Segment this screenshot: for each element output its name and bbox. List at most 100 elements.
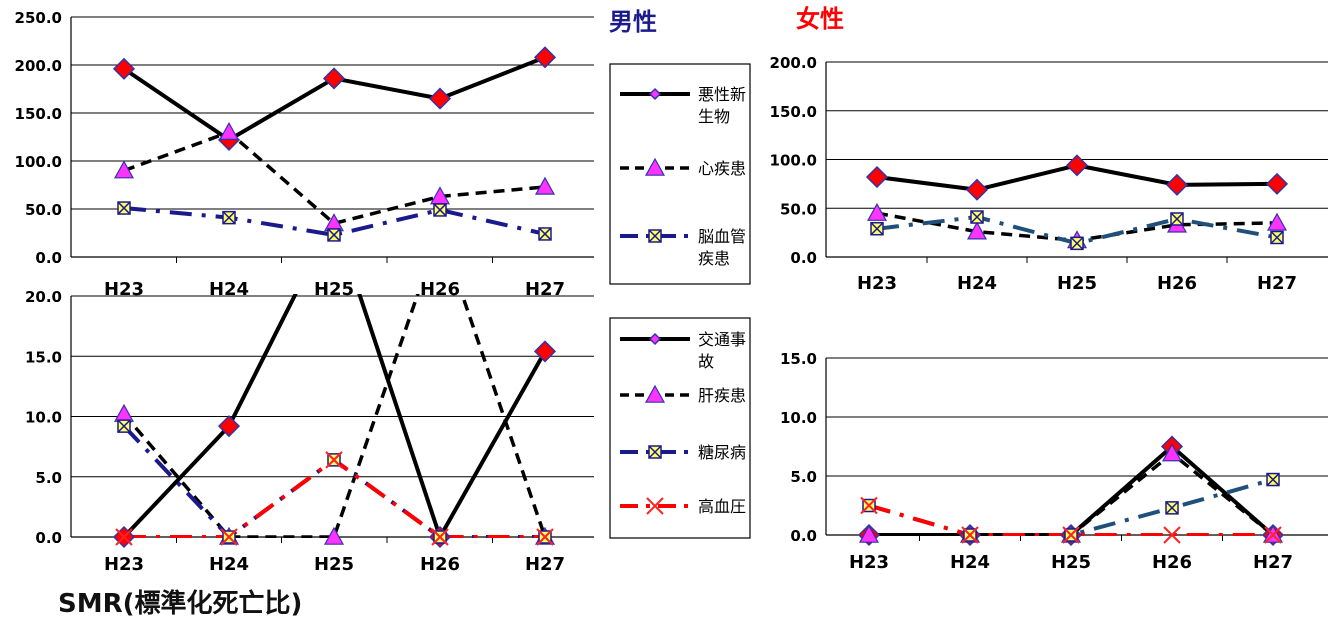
data-point-marker: [220, 528, 238, 546]
x-tick-label: H26: [420, 554, 460, 575]
x-tick-label: H26: [1157, 273, 1197, 294]
data-point-marker: [323, 526, 345, 545]
y-tick-label: 10.0: [25, 409, 62, 427]
data-point-marker: [1270, 230, 1284, 245]
data-point-marker: [858, 524, 880, 543]
data-point-marker: [966, 221, 988, 240]
y-tick-label: 250.0: [15, 9, 62, 27]
data-point-marker: [865, 165, 889, 189]
male-bottom-panel: 20.0 15.0 10.0 5.0 0.0 H23 H24 H25 H26 H27: [25, 288, 594, 575]
legend-label: 糖尿病: [698, 443, 746, 462]
x-tick-label: H25: [1057, 273, 1097, 294]
data-point-marker: [538, 227, 552, 241]
legend-label: 悪性新: [698, 85, 746, 104]
data-point-marker: [113, 160, 135, 179]
data-point-marker: [965, 178, 989, 201]
data-point-marker: [113, 403, 135, 422]
series-line: [123, 130, 546, 226]
data-point-marker: [115, 528, 133, 546]
y-tick-label: 0.0: [790, 249, 817, 267]
y-tick-label: 5.0: [790, 468, 817, 486]
y-tick-label: 200.0: [15, 57, 62, 75]
series-line: [122, 294, 547, 538]
legend-marker: [648, 229, 662, 243]
data-point-marker: [322, 67, 346, 90]
x-tick-label: H24: [957, 273, 997, 294]
legend-box: [609, 317, 751, 539]
data-point-marker: [428, 87, 452, 110]
legend-label: 疾患: [698, 249, 730, 268]
series-line: [122, 294, 547, 538]
series-markers: [112, 46, 557, 242]
legend-label: 生物: [698, 107, 730, 126]
legend-label: 故: [698, 352, 714, 371]
x-tick-label: H27: [1253, 552, 1293, 573]
data-point-marker: [431, 528, 449, 546]
x-tick-label: H24: [950, 552, 990, 573]
data-point-marker: [1165, 173, 1189, 196]
x-tick-label: H25: [1051, 552, 1091, 573]
y-tick-label: 100.0: [770, 152, 817, 170]
legend-marker: [646, 497, 664, 515]
y-tick-label: 150.0: [770, 103, 817, 121]
data-point-marker: [1161, 443, 1183, 462]
x-tick-label: H27: [525, 279, 565, 300]
y-tick-label: 50.0: [780, 200, 817, 218]
data-point-marker: [1163, 526, 1181, 544]
female-bottom-panel: 15.0 10.0 5.0 0.0 H23 H24 H25 H26 H27: [780, 350, 1328, 573]
data-point-marker: [866, 202, 888, 221]
y-tick-label: 200.0: [770, 54, 817, 72]
data-point-marker: [327, 228, 341, 242]
series-lines: [122, 294, 547, 538]
data-point-marker: [1170, 212, 1184, 226]
x-tick-label: H25: [314, 554, 354, 575]
series-markers: [865, 154, 1289, 251]
y-tick-label: 20.0: [25, 288, 62, 306]
legend-label: 肝疾患: [698, 386, 746, 405]
x-tick-label: H26: [420, 279, 460, 300]
x-tick-label: H25: [314, 279, 354, 300]
y-tick-label: 50.0: [25, 201, 62, 219]
male-heading: 男性: [609, 8, 657, 36]
data-point-marker: [1165, 501, 1179, 515]
data-point-marker: [1265, 172, 1289, 195]
legend-label: 交通事: [698, 330, 746, 349]
male-top-panel: 250.0 200.0 150.0 100.0 50.0 0.0 H23 H24 H25 H26 H…: [15, 9, 594, 300]
data-point-marker: [117, 201, 131, 215]
data-point-marker: [870, 221, 884, 236]
legend-marker: [648, 445, 662, 459]
data-point-marker: [433, 203, 447, 217]
data-point-marker: [860, 496, 878, 515]
legend-box: [609, 63, 751, 285]
data-point-marker: [1266, 472, 1280, 487]
x-tick-label: H24: [209, 554, 249, 575]
x-tick-label: H27: [525, 554, 565, 575]
female-heading: 女性: [796, 5, 844, 33]
x-tick-label: H23: [104, 554, 144, 575]
data-point-marker: [1062, 526, 1080, 544]
y-tick-label: 15.0: [780, 350, 817, 368]
x-tick-label: H23: [849, 552, 889, 573]
series-markers: [857, 435, 1285, 547]
data-point-marker: [1266, 212, 1288, 231]
legend-label: 脳血管: [698, 227, 746, 246]
legend-label: 高血圧: [698, 497, 746, 516]
data-point-marker: [961, 526, 979, 544]
data-point-marker: [970, 210, 984, 224]
x-tick-label: H24: [209, 279, 249, 300]
legend-marker: [644, 384, 666, 403]
data-point-marker: [217, 415, 241, 438]
data-point-marker: [1264, 526, 1282, 544]
data-point-marker: [117, 419, 131, 433]
series-line: [868, 503, 1273, 536]
legend-label: 心疾患: [698, 159, 746, 178]
x-tick-label: H27: [1257, 273, 1297, 294]
y-tick-label: 0.0: [35, 529, 62, 547]
y-tick-label: 10.0: [780, 409, 817, 427]
y-tick-label: 5.0: [35, 469, 62, 487]
series-lines: [868, 444, 1275, 536]
x-tick-label: H23: [857, 273, 897, 294]
data-point-marker: [325, 451, 343, 469]
